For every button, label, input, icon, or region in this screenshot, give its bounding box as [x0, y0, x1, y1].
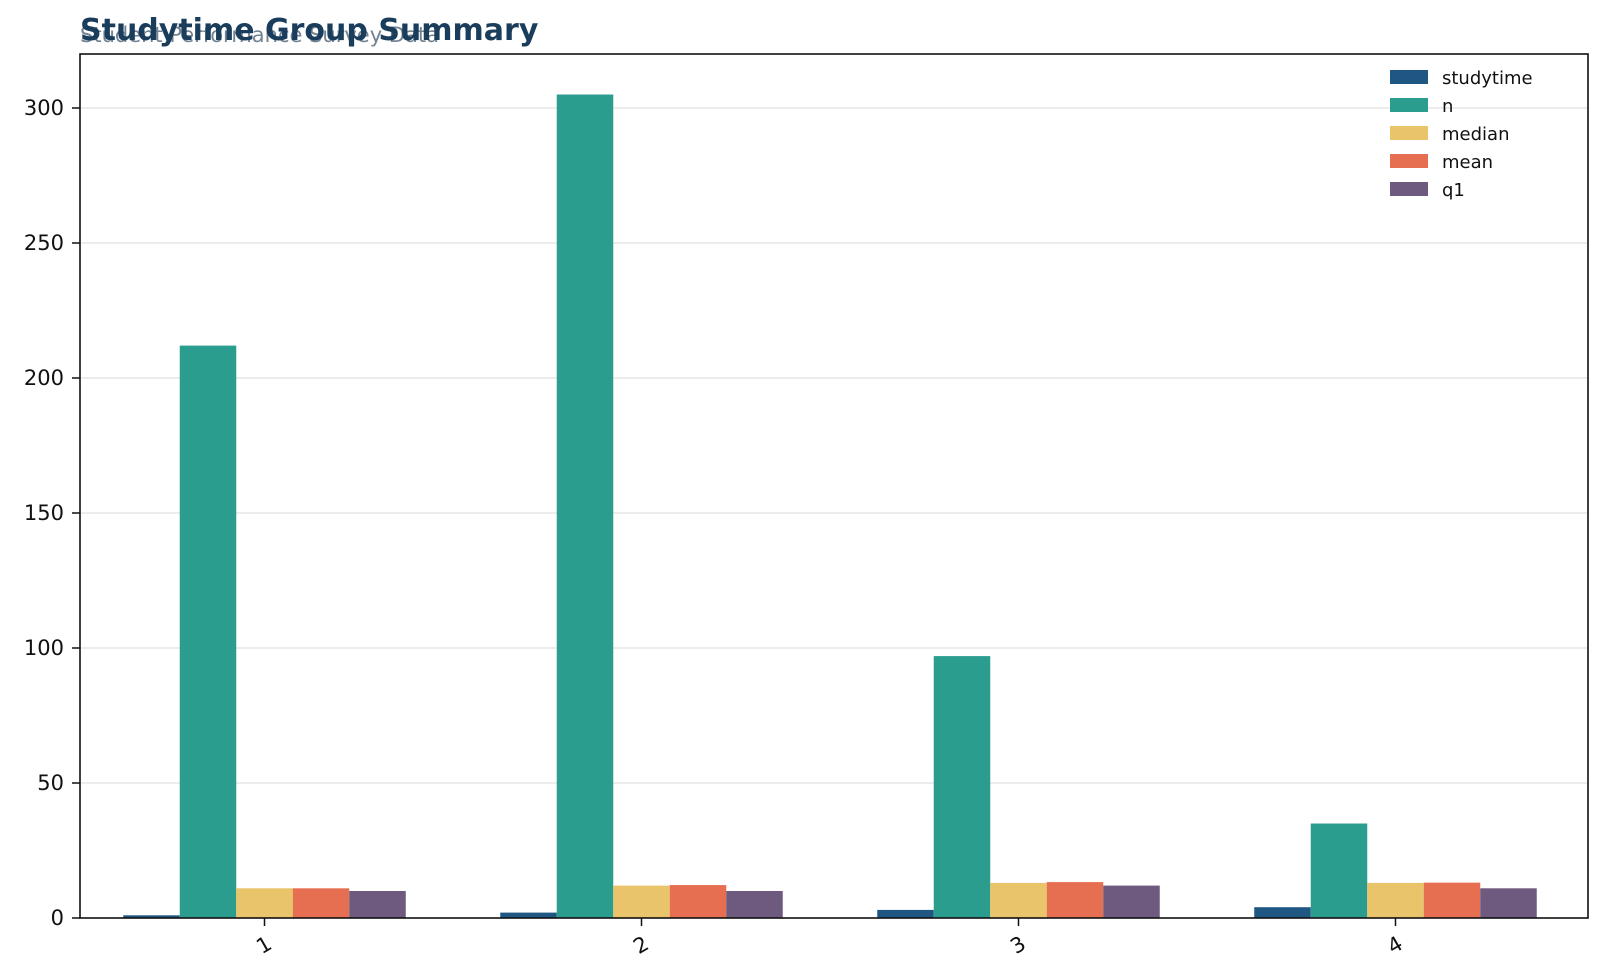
x-tick-label: 4: [1383, 931, 1407, 958]
bar-mean: [292, 888, 350, 918]
y-axis: 0 50 100 150 200 250 300: [24, 96, 80, 930]
legend-label-q1: q1: [1442, 180, 1465, 201]
legend-label-studytime: studytime: [1442, 68, 1533, 89]
x-tick-label: 2: [629, 931, 653, 958]
y-tick-label: 200: [24, 366, 64, 390]
x-tick-label: 3: [1006, 931, 1030, 958]
legend-swatch-mean: [1390, 154, 1428, 168]
bar-q1: [1103, 885, 1160, 918]
bar-median: [613, 885, 670, 918]
legend-label-mean: mean: [1442, 152, 1493, 173]
legend: studytime n median mean q1: [1390, 68, 1533, 201]
gridlines: [80, 107, 1588, 784]
bar-studytime: [1254, 907, 1311, 918]
legend-swatch-n: [1390, 98, 1428, 112]
x-tick-label: 1: [252, 931, 276, 958]
y-tick-label: 300: [24, 96, 64, 120]
y-tick-label: 0: [51, 906, 64, 930]
chart-title: Studytime Group Summary: [80, 13, 539, 48]
y-tick-label: 250: [24, 231, 64, 255]
legend-label-median: median: [1442, 124, 1509, 145]
bar-n: [933, 656, 991, 918]
bar-mean: [669, 885, 727, 918]
bar-q1: [726, 891, 783, 918]
bar-median: [1367, 882, 1424, 918]
chart-subtitle: Student Performance Survey Data: [80, 23, 439, 47]
bar-q1: [1480, 888, 1537, 918]
bar-mean: [1423, 882, 1481, 918]
bar-median: [236, 888, 293, 918]
bar-mean: [1046, 882, 1104, 918]
bar-n: [179, 345, 237, 919]
bar-q1: [349, 891, 406, 918]
bar-n: [556, 94, 614, 918]
bars: [123, 94, 1537, 919]
y-tick-label: 150: [24, 501, 64, 525]
x-axis: 1 2 3 4: [252, 918, 1407, 959]
bar-studytime: [500, 912, 557, 918]
legend-swatch-median: [1390, 126, 1428, 140]
y-tick-label: 50: [37, 771, 64, 795]
legend-label-n: n: [1442, 96, 1453, 117]
bar-studytime: [877, 909, 934, 918]
bar-studytime: [123, 915, 180, 918]
legend-swatch-q1: [1390, 182, 1428, 196]
legend-swatch-studytime: [1390, 70, 1428, 84]
plot-frame: [79, 53, 1589, 919]
bar-median: [990, 882, 1047, 918]
bar-n: [1310, 823, 1368, 918]
y-tick-label: 100: [24, 636, 64, 660]
